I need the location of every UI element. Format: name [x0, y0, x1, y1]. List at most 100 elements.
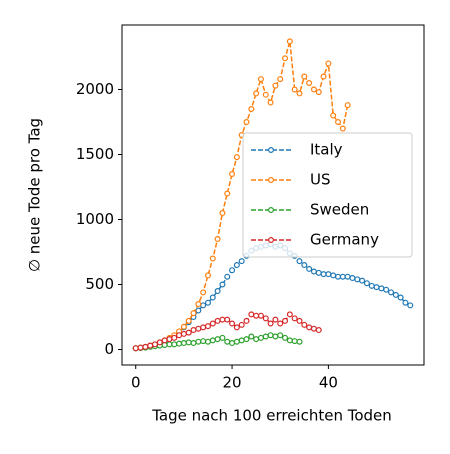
x-tick-label: 40 [319, 374, 338, 392]
legend-label: Italy [310, 141, 343, 159]
data-point [310, 268, 317, 275]
data-point [214, 317, 221, 324]
data-point [233, 154, 240, 161]
data-point [229, 340, 236, 347]
data-point [330, 112, 337, 119]
data-point [325, 271, 332, 278]
data-point [315, 269, 322, 276]
data-point [267, 320, 274, 327]
legend: Italy US Sweden Germany [242, 132, 413, 258]
data-point [185, 317, 192, 324]
legend-label: Germany [310, 231, 379, 249]
data-point [306, 324, 313, 331]
data-point [368, 282, 375, 289]
data-point [378, 285, 385, 292]
data-point [243, 317, 250, 324]
data-point [238, 337, 245, 344]
data-point [161, 337, 168, 344]
y-tick-label: 0 [104, 340, 114, 358]
data-point [296, 317, 303, 324]
data-point [339, 125, 346, 132]
data-point [253, 336, 260, 343]
data-point [190, 310, 197, 317]
data-point [325, 60, 332, 67]
data-point [301, 321, 308, 328]
data-point [204, 299, 211, 306]
data-point [257, 334, 264, 341]
data-point [248, 105, 255, 112]
data-point [315, 89, 322, 96]
data-point [180, 330, 187, 337]
data-point [344, 273, 351, 280]
data-point [147, 342, 154, 349]
data-point [257, 312, 264, 319]
data-point [291, 315, 298, 322]
data-point [200, 338, 207, 345]
data-point [248, 311, 255, 318]
data-point [310, 86, 317, 93]
data-point [335, 273, 342, 280]
legend-marker [268, 147, 275, 154]
data-point [359, 277, 366, 284]
data-point [176, 332, 183, 339]
data-point [320, 271, 327, 278]
data-point [388, 289, 395, 296]
data-point [243, 118, 250, 125]
data-point [243, 336, 250, 343]
data-point [233, 324, 240, 331]
data-point [363, 280, 370, 287]
legend-marker [268, 177, 275, 184]
data-point [272, 316, 279, 323]
data-point [262, 333, 269, 340]
data-point [229, 267, 236, 274]
data-point [219, 316, 226, 323]
data-point [142, 343, 149, 350]
data-point [286, 38, 293, 45]
data-point [214, 288, 221, 295]
data-point [306, 265, 313, 272]
data-point [185, 339, 192, 346]
data-point [267, 332, 274, 339]
data-point [267, 99, 274, 106]
data-point [224, 338, 231, 345]
data-point [277, 320, 284, 327]
data-point [176, 340, 183, 347]
data-point [214, 336, 221, 343]
data-point [286, 311, 293, 318]
y-tick-label: 2000 [76, 80, 114, 98]
y-tick-label: 1000 [76, 210, 114, 228]
data-point [349, 275, 356, 282]
data-point [296, 338, 303, 345]
data-point [301, 262, 308, 269]
data-point [344, 102, 351, 109]
data-point [200, 324, 207, 331]
data-point [209, 294, 216, 301]
data-point [166, 336, 173, 343]
x-axis-label: Tage nach 100 erreichten Toden [151, 407, 392, 425]
data-point [195, 325, 202, 332]
data-point [282, 55, 289, 62]
data-point [214, 236, 221, 243]
x-tick-label: 20 [223, 374, 242, 392]
data-point [296, 258, 303, 265]
data-point [195, 307, 202, 314]
data-point [190, 340, 197, 347]
data-point [224, 273, 231, 280]
data-point [291, 338, 298, 345]
data-point [132, 345, 139, 352]
data-point [156, 339, 163, 346]
data-point [224, 190, 231, 197]
legend-label: Sweden [310, 201, 369, 219]
data-point [180, 340, 187, 347]
data-point [315, 327, 322, 334]
y-tick-label: 1500 [76, 145, 114, 163]
data-point [402, 299, 409, 306]
data-point [204, 338, 211, 345]
data-point [373, 284, 380, 291]
data-point [195, 301, 202, 308]
data-point [262, 91, 269, 98]
data-point [204, 272, 211, 279]
data-point [200, 302, 207, 309]
data-point [253, 90, 260, 97]
